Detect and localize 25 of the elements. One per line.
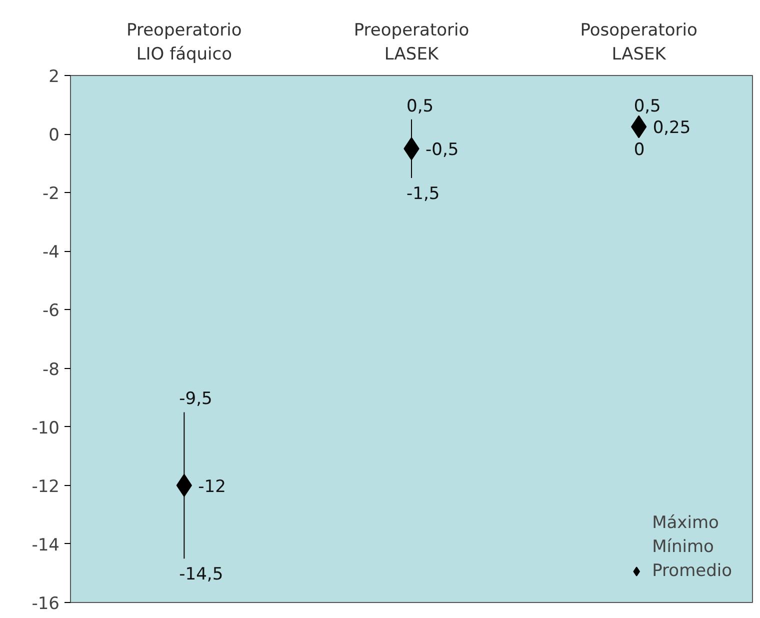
annotation: Mínimo: [652, 537, 714, 557]
x-tick-label: Preoperatorio LIO fáquico: [126, 20, 242, 64]
data-label: -0,5: [426, 140, 459, 160]
y-tick-label: -2: [42, 184, 60, 204]
y-tick-label: -16: [32, 594, 60, 614]
legend-label: Promedio: [652, 561, 732, 581]
annotation: 0,5: [406, 96, 434, 116]
y-tick-label: -12: [32, 476, 60, 497]
data-label: 0,25: [652, 118, 691, 138]
y-tick-label: -4: [42, 242, 60, 263]
y-tick-label: -6: [42, 301, 60, 322]
x-tick-label: Preoperatorio LASEK: [354, 20, 470, 64]
annotation: -14,5: [179, 564, 224, 585]
y-tick-label: 0: [48, 126, 60, 146]
annotation: 0: [634, 140, 645, 160]
annotation: -1,5: [406, 184, 440, 204]
annotation: 0,5: [634, 96, 661, 116]
annotation: -9,5: [179, 389, 212, 410]
x-tick-label: Posoperatorio LASEK: [580, 20, 698, 64]
y-tick-label: 2: [48, 67, 60, 87]
y-tick-label: -10: [32, 418, 60, 438]
y-tick-label: -14: [32, 535, 60, 556]
y-tick-label: -8: [42, 360, 60, 380]
data-label: -12: [198, 476, 226, 497]
annotation: Máximo: [652, 513, 719, 533]
